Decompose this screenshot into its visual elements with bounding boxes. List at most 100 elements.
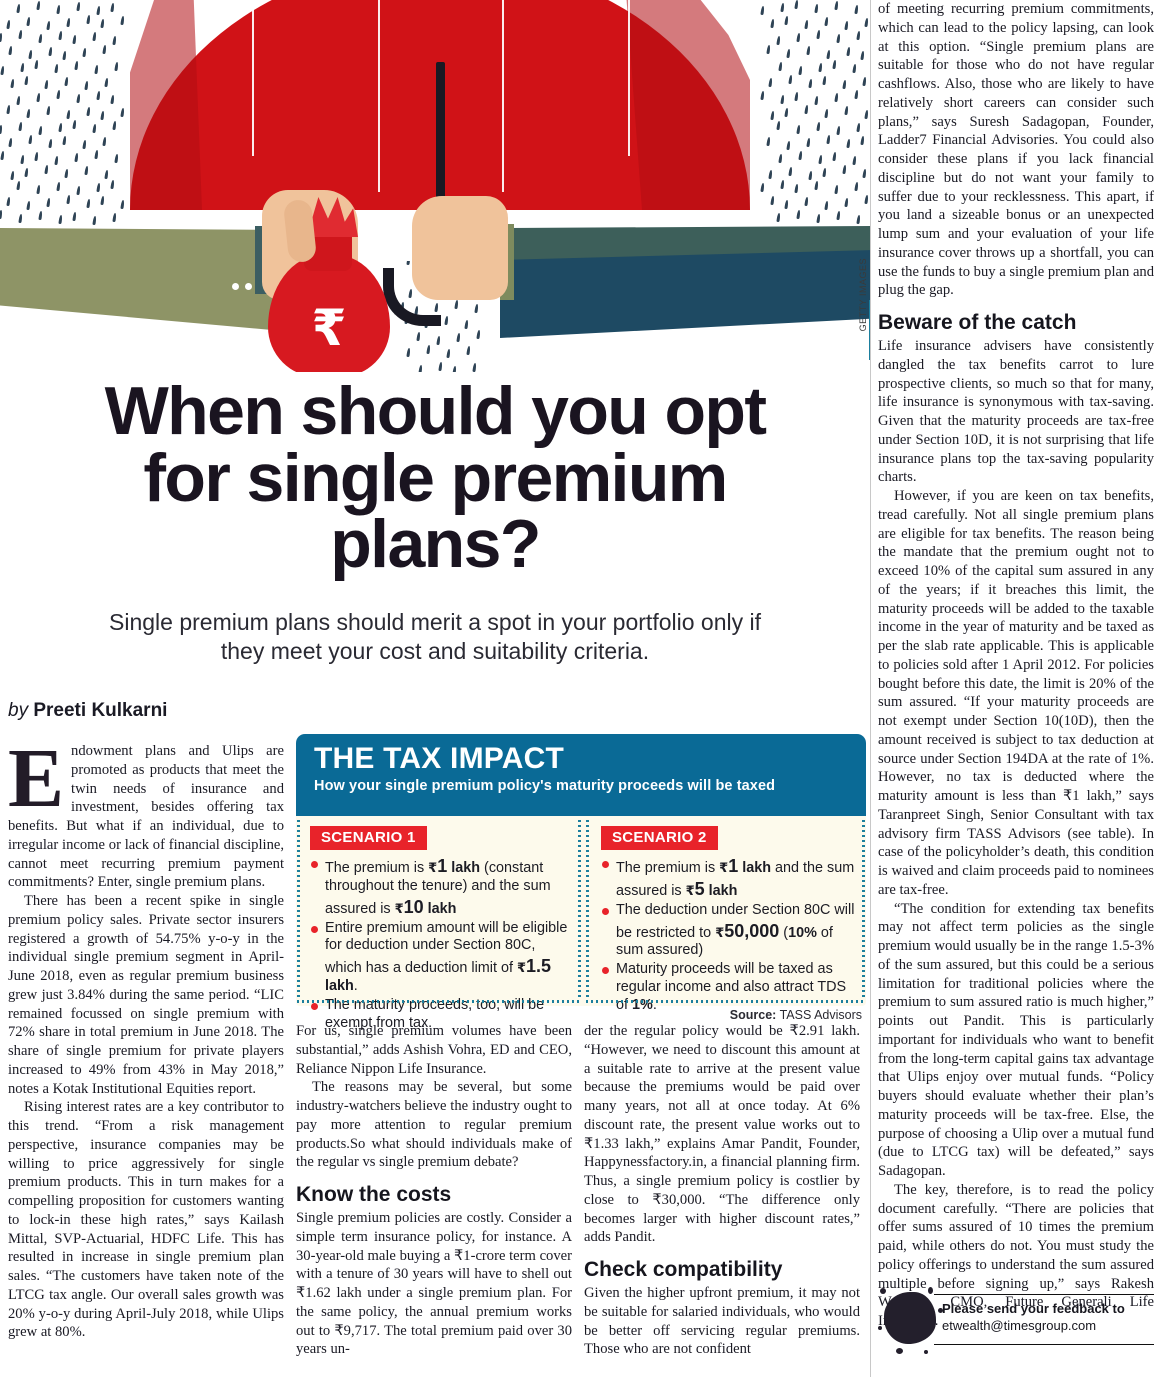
rain-drop xyxy=(862,76,867,87)
rain-drop xyxy=(784,199,789,210)
rain-drop xyxy=(456,332,461,343)
rain-drop xyxy=(0,183,1,194)
paragraph: Rising interest rates are a key contribu… xyxy=(8,1099,284,1341)
rain-drop xyxy=(18,213,23,224)
tax-impact-subtitle: How your single premium policy's maturit… xyxy=(314,778,776,794)
rain-drop xyxy=(776,35,781,46)
rain-drop xyxy=(0,124,3,135)
rain-drop xyxy=(780,179,785,190)
divider xyxy=(934,1294,1154,1295)
money-bag-body xyxy=(268,255,390,372)
rain-drop xyxy=(788,74,793,85)
rain-drop xyxy=(760,182,765,193)
rain-drop xyxy=(46,20,51,31)
scenario-bullet-list: The premium is ₹1 lakh (constant through… xyxy=(310,855,571,1033)
rain-drop xyxy=(846,46,851,57)
rain-drop xyxy=(86,106,91,117)
rain-drop xyxy=(36,0,41,11)
umbrella-rib xyxy=(502,0,504,192)
rain-drop xyxy=(476,329,481,340)
rain-drop xyxy=(84,165,89,176)
paragraph: of meeting recurring premium commitments… xyxy=(878,1,1154,299)
rain-drop xyxy=(84,80,89,91)
rain-drop xyxy=(856,122,861,133)
feedback-email[interactable]: etwealth@timesgroup.com xyxy=(942,1318,1097,1334)
rain-drop xyxy=(824,108,829,119)
rain-drop xyxy=(814,180,819,191)
rain-drop xyxy=(466,345,471,356)
rain-drop xyxy=(860,50,865,61)
feedback-box: Please send your feedback to etwealth@ti… xyxy=(878,1286,1154,1360)
scenario-panel-2: SCENARIO 2 The premium is ₹1 lakh and th… xyxy=(581,816,866,1013)
rain-drop xyxy=(8,45,13,56)
rain-drop xyxy=(24,75,29,86)
tax-impact-infobox: THE TAX IMPACT How your single premium p… xyxy=(296,734,866,1031)
rain-drop xyxy=(852,63,857,74)
rain-drop xyxy=(16,95,21,106)
ink-speck xyxy=(880,1288,886,1294)
rain-drop xyxy=(96,5,101,16)
perforation-edge xyxy=(297,820,300,998)
rain-drop xyxy=(76,185,81,196)
rain-drop xyxy=(832,151,837,162)
umbrella-handle xyxy=(383,268,441,326)
rain-drop xyxy=(464,319,469,330)
umbrella-pole xyxy=(436,62,445,282)
scenario-bullet: The premium is ₹1 lakh (constant through… xyxy=(310,855,571,919)
rain-drop xyxy=(826,49,831,60)
perforation-edge xyxy=(586,820,589,998)
rain-drop xyxy=(82,47,87,58)
rain-drop xyxy=(92,215,97,226)
rain-drop xyxy=(44,164,49,175)
rain-drop xyxy=(64,168,69,179)
rain-drop xyxy=(62,50,67,61)
rain-drop xyxy=(844,197,849,208)
sleeve-button xyxy=(232,283,239,290)
rain-drop xyxy=(110,2,115,13)
rain-drop xyxy=(102,44,107,55)
rain-drop xyxy=(64,76,69,87)
rain-drop xyxy=(28,49,33,60)
rain-drop xyxy=(120,15,125,26)
rain-drop xyxy=(104,77,109,88)
feedback-line-1: Please send your feedback to xyxy=(942,1301,1125,1316)
rain-drop xyxy=(816,213,821,224)
rain-drop xyxy=(776,120,781,131)
rain-drop xyxy=(92,123,97,134)
rain-drop xyxy=(760,5,765,16)
rain-drop xyxy=(438,361,443,372)
rain-drop xyxy=(94,64,99,75)
sleeve-button xyxy=(245,283,252,290)
rain-drop xyxy=(816,29,821,40)
rain-drop xyxy=(0,91,1,102)
rain-drop xyxy=(474,303,479,314)
scenario-tag: SCENARIO 2 xyxy=(601,826,718,850)
rain-drop xyxy=(6,104,11,115)
paragraph: Given the higher upfront premium, it may… xyxy=(584,1285,860,1358)
paragraph: There has been a recent spike in single … xyxy=(8,893,284,1097)
paragraph: “The condition for extending tax benefit… xyxy=(878,900,1154,1180)
ink-speck xyxy=(878,1326,882,1330)
rain-drop xyxy=(110,94,115,105)
umbrella-rib xyxy=(252,0,254,156)
rain-drop xyxy=(824,16,829,27)
rain-drop xyxy=(794,183,799,194)
rain-drop xyxy=(56,181,61,192)
paragraph: Life insurance advisers have consistentl… xyxy=(878,338,1154,486)
rain-drop xyxy=(82,139,87,150)
rain-drop xyxy=(854,4,859,15)
rain-drop xyxy=(96,182,101,193)
rain-drop xyxy=(836,33,841,44)
rain-drop xyxy=(58,30,63,41)
rain-drop xyxy=(54,63,59,74)
feedback-text: Please send your feedback to etwealth@ti… xyxy=(942,1300,1152,1334)
rain-drop xyxy=(786,140,791,151)
umbrella-rib xyxy=(628,0,630,156)
rain-drop xyxy=(768,169,773,180)
rain-drop xyxy=(72,119,77,130)
rain-drop xyxy=(796,124,801,135)
rain-drop xyxy=(18,121,23,132)
rain-drop xyxy=(794,91,799,102)
rain-drop xyxy=(436,335,441,346)
